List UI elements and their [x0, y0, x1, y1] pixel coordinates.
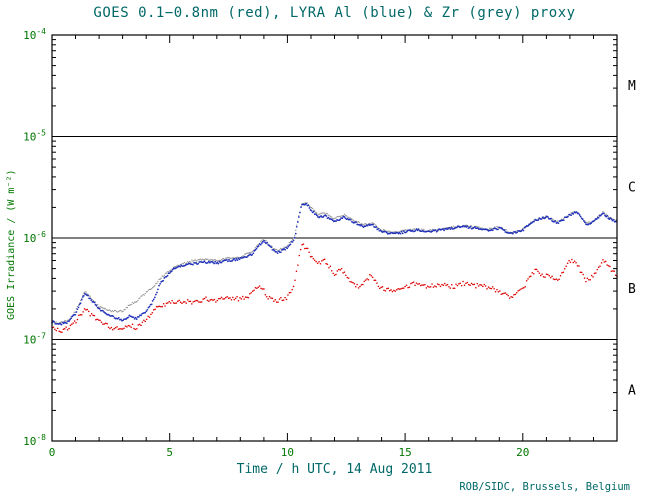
y-tick-label: 10-5	[23, 129, 46, 144]
flare-class-B: B	[628, 282, 636, 297]
flare-boundary-lines	[52, 136, 617, 340]
flare-class-M: M	[628, 79, 636, 94]
chart-title: GOES 0.1−0.8nm (red), LYRA Al (blue) & Z…	[93, 5, 576, 21]
flare-class-letters: M C B A	[628, 79, 636, 398]
credit-text: ROB/SIDC, Brussels, Belgium	[459, 481, 630, 493]
y-tick-label: 10-7	[23, 332, 46, 347]
x-tick-label: 5	[166, 446, 173, 459]
x-axis-label: Time / h UTC, 14 Aug 2011	[236, 462, 433, 477]
x-tick-label: 0	[49, 446, 56, 459]
x-tick-label: 15	[398, 446, 411, 459]
y-tick-label: 10-6	[23, 230, 46, 245]
y-tick-labels: 10-4 10-5 10-6 10-7 10-8	[23, 27, 46, 448]
x-tick-labels: 0 5 10 15 20	[49, 446, 530, 459]
x-tick-label: 20	[516, 446, 529, 459]
flare-class-C: C	[628, 180, 636, 195]
y-tick-label: 10-8	[23, 433, 46, 448]
flare-class-A: A	[628, 383, 636, 398]
plot-frame	[51, 34, 618, 442]
x-tick-label: 10	[281, 446, 294, 459]
y-tick-label: 10-4	[23, 27, 46, 42]
